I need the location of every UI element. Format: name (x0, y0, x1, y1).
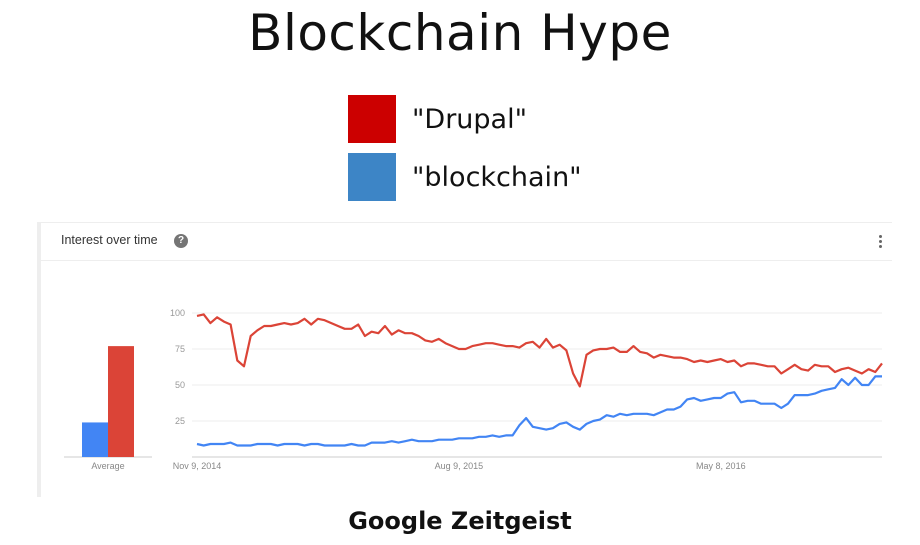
legend-item-drupal: "Drupal" (348, 95, 582, 143)
y-tick-label: 75 (175, 344, 185, 354)
average-bar-1 (108, 346, 134, 457)
more-vert-icon[interactable] (879, 235, 883, 250)
y-tick-label: 100 (170, 308, 185, 318)
page-title: Blockchain Hype (248, 4, 672, 62)
average-bar-0 (82, 422, 108, 457)
legend-swatch-drupal (348, 95, 396, 143)
header-divider (41, 260, 892, 261)
y-tick-label: 50 (175, 380, 185, 390)
series-line-drupal (196, 313, 883, 388)
card-header-title: Interest over time (61, 233, 158, 247)
footer-caption: Google Zeitgeist (348, 507, 572, 535)
x-tick-label: May 8, 2016 (696, 461, 746, 471)
x-tick-label: Nov 9, 2014 (173, 461, 222, 471)
average-label: Average (91, 461, 124, 471)
series-line-blockchain (196, 375, 882, 447)
legend-label-blockchain: "blockchain" (412, 161, 582, 193)
trends-card: Interest over time ? Average 100 75 50 25 Nov… (37, 222, 892, 497)
help-icon[interactable]: ? (174, 234, 188, 248)
y-tick-label: 25 (175, 416, 185, 426)
interest-over-time-chart: Average 100 75 50 25 Nov 9, 2014 Aug 9, 2015 Ma… (64, 308, 883, 471)
legend-swatch-blockchain (348, 153, 396, 201)
legend-item-blockchain: "blockchain" (348, 153, 582, 201)
legend-label-drupal: "Drupal" (412, 103, 528, 135)
x-tick-label: Aug 9, 2015 (435, 461, 484, 471)
legend: "Drupal" "blockchain" (348, 95, 582, 211)
